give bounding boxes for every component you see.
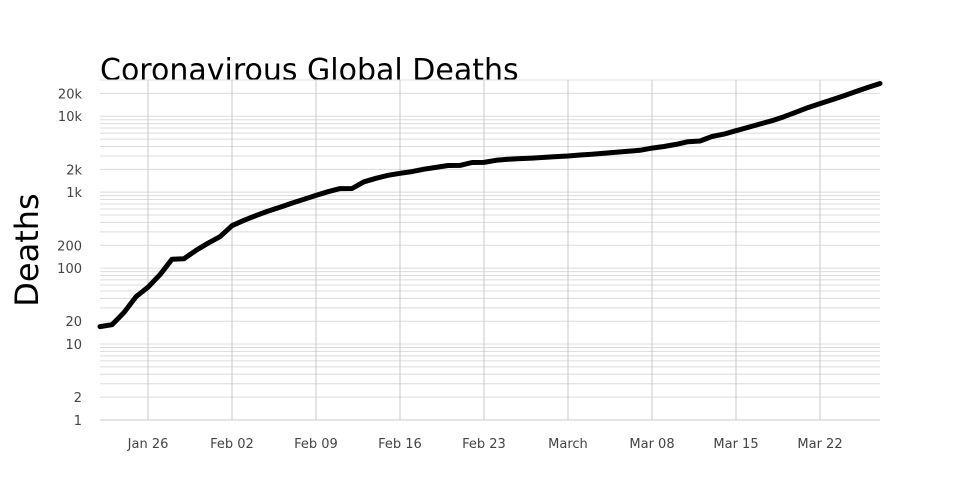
data-point — [123, 312, 125, 313]
x-tick-label: Mar 15 — [713, 437, 758, 452]
grid — [100, 79, 880, 421]
y-tick-label: 2k — [66, 163, 82, 178]
data-point — [783, 116, 785, 118]
data-point — [231, 225, 233, 227]
data-point — [879, 83, 881, 84]
y-axis-label: Deaths — [8, 193, 46, 306]
data-point — [795, 111, 797, 113]
x-tick-label: March — [548, 437, 588, 452]
x-tick-label: Feb 02 — [210, 437, 254, 452]
x-tick-label: Feb 16 — [378, 437, 422, 452]
data-point — [843, 95, 845, 97]
data-point — [267, 210, 269, 212]
y-tick-label: 100 — [57, 262, 82, 277]
chart-title: Coronavirous Global Deaths — [100, 53, 519, 88]
data-point — [243, 219, 245, 221]
data-point — [519, 158, 521, 160]
data-point — [819, 103, 821, 105]
data-point — [711, 136, 713, 137]
y-tick-label: 200 — [57, 239, 82, 254]
data-point — [135, 296, 137, 298]
data-point — [171, 258, 173, 260]
data-point — [447, 165, 449, 166]
series-layer — [97, 81, 883, 330]
data-point — [387, 174, 389, 176]
data-point — [831, 99, 833, 101]
data-point — [507, 158, 509, 160]
data-point — [111, 324, 113, 326]
data-point — [207, 242, 209, 244]
data-point — [555, 156, 557, 158]
data-point — [531, 157, 533, 159]
data-point — [867, 86, 869, 88]
data-point — [699, 140, 701, 142]
data-point — [339, 188, 341, 190]
y-tick-label: 10k — [58, 110, 83, 125]
data-point — [195, 249, 197, 251]
axis-ticks: Jan 26 Feb 02 Feb 09 Feb 16 Feb 23 March Mar 0… — [57, 87, 842, 452]
data-point — [579, 154, 581, 156]
data-point — [459, 164, 461, 166]
data-point — [303, 198, 305, 200]
data-point — [627, 150, 629, 152]
data-point — [807, 107, 809, 109]
data-point — [603, 152, 605, 154]
x-tick-label: Mar 08 — [629, 437, 674, 452]
data-point — [543, 156, 545, 158]
data-point — [99, 326, 101, 328]
y-tick-label: 2 — [74, 391, 82, 406]
data-point — [183, 258, 185, 260]
data-point — [735, 130, 737, 132]
data-point — [399, 172, 401, 174]
x-tick-label: Feb 23 — [462, 437, 506, 452]
data-point — [639, 149, 641, 151]
x-tick-label: Feb 09 — [294, 437, 338, 452]
data-point — [255, 215, 257, 217]
data-point — [747, 126, 749, 128]
data-point — [675, 143, 677, 145]
data-point — [663, 146, 665, 147]
data-point — [315, 194, 317, 196]
data-point — [615, 151, 617, 153]
data-point — [759, 123, 761, 125]
data-point — [471, 162, 473, 163]
x-tick-label: Mar 22 — [797, 437, 842, 452]
data-point — [435, 166, 437, 168]
data-point — [591, 153, 593, 155]
data-point — [483, 161, 485, 163]
data-point — [723, 133, 725, 135]
data-point — [423, 168, 425, 170]
data-point — [363, 181, 365, 183]
data-point — [495, 159, 497, 161]
data-point — [351, 188, 353, 189]
data-point — [651, 147, 653, 149]
data-point — [687, 141, 689, 143]
x-tick-label: Jan 26 — [127, 437, 169, 452]
y-tick-label: 1 — [74, 414, 82, 429]
data-point — [291, 202, 293, 204]
y-tick-label: 1k — [66, 186, 82, 201]
data-point — [147, 286, 149, 288]
y-tick-label: 20 — [65, 315, 82, 330]
data-point — [327, 191, 329, 193]
y-tick-label: 10 — [65, 338, 82, 353]
data-point — [411, 171, 413, 173]
data-point — [855, 91, 857, 92]
data-point — [219, 236, 221, 238]
data-point — [279, 206, 281, 208]
data-point — [159, 274, 161, 276]
data-point — [375, 177, 377, 179]
data-point — [567, 155, 569, 157]
data-point — [771, 120, 773, 122]
y-tick-label: 20k — [58, 87, 83, 102]
deaths-series-line — [97, 81, 883, 330]
